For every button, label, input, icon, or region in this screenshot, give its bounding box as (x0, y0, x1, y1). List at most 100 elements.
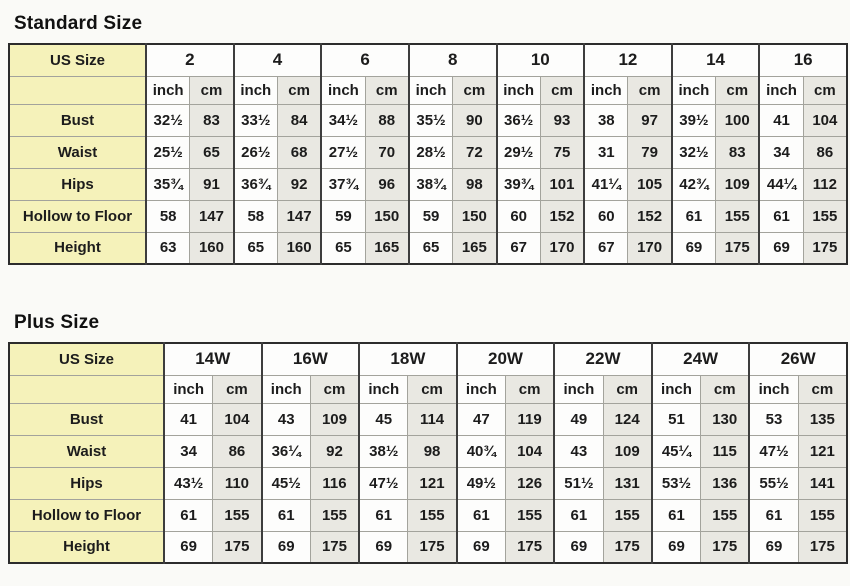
unit-inch-header: inch (358, 374, 409, 404)
standard-size-title: Standard Size (14, 13, 143, 34)
empty-header-cell (8, 75, 147, 105)
size-header: 6 (320, 43, 410, 77)
unit-cm-header: cm (212, 374, 263, 404)
cm-value: 92 (309, 434, 360, 468)
cm-value: 104 (504, 434, 555, 468)
cm-value: 170 (627, 231, 673, 265)
size-header: 18W (358, 342, 458, 376)
cm-value: 92 (276, 167, 322, 201)
row-label: Waist (8, 135, 147, 169)
size-header: 24W (650, 342, 750, 376)
cm-value: 109 (602, 434, 653, 468)
unit-cm-header: cm (602, 374, 653, 404)
cm-value: 121 (407, 466, 458, 500)
cm-value: 86 (212, 434, 263, 468)
cm-value: 135 (797, 402, 848, 436)
unit-cm-header: cm (189, 75, 235, 105)
inch-value: 67 (495, 231, 541, 265)
inch-value: 61 (358, 498, 409, 532)
cm-value: 152 (627, 199, 673, 233)
inch-value: 49½ (455, 466, 506, 500)
inch-value: 61 (670, 199, 717, 233)
unit-inch-header: inch (650, 374, 702, 404)
us-size-header: US Size (8, 342, 165, 376)
cm-value: 136 (700, 466, 750, 500)
unit-inch-header: inch (553, 374, 604, 404)
inch-value: 41¼ (583, 167, 629, 201)
cm-value: 65 (189, 135, 235, 169)
inch-value: 61 (455, 498, 506, 532)
size-header: 26W (748, 342, 848, 376)
unit-cm-header: cm (364, 75, 410, 105)
measurement-row: Waist 25½ 65 26½ 68 27½ 70 28½ 72 29½ 75 31 79 32½ 83 3… (8, 135, 848, 169)
cm-value: 101 (539, 167, 585, 201)
unit-inch-header: inch (748, 374, 799, 404)
size-header: 8 (407, 43, 497, 77)
unit-inch-header: inch (145, 75, 191, 105)
row-label: Hollow to Floor (8, 199, 147, 233)
measurement-row: Hollow to Floor 61 155 61 155 61 155 61 155 61 155… (8, 498, 848, 532)
cm-value: 104 (212, 402, 263, 436)
inch-value: 45½ (260, 466, 311, 500)
inch-value: 39½ (670, 103, 717, 137)
cm-value: 150 (452, 199, 497, 233)
inch-value: 63 (145, 231, 191, 265)
cm-value: 98 (407, 434, 458, 468)
cm-value: 83 (715, 135, 760, 169)
measurement-row: Height 63 160 65 160 65 165 65 165 67 170 67 170 69 17… (8, 231, 848, 265)
standard-size-section: Standard Size US Size 2 4 6 8 10 12 14 16 inch cm i… (8, 0, 850, 265)
inch-value: 32½ (145, 103, 191, 137)
cm-value: 126 (504, 466, 555, 500)
size-header: 16 (758, 43, 848, 77)
cm-value: 112 (802, 167, 848, 201)
cm-value: 165 (452, 231, 497, 265)
inch-value: 28½ (407, 135, 454, 169)
cm-value: 175 (407, 530, 458, 564)
cm-value: 175 (700, 530, 750, 564)
inch-value: 25½ (145, 135, 191, 169)
cm-value: 93 (539, 103, 585, 137)
cm-value: 155 (407, 498, 458, 532)
plus-size-table: US Size 14W 16W 18W 20W 22W 24W 26W inch cm inch cm… (8, 342, 848, 564)
inch-value: 61 (163, 498, 214, 532)
cm-value: 116 (309, 466, 360, 500)
size-header: 10 (495, 43, 585, 77)
unit-header-row: inch cm inch cm inch cm inch cm inch cm inch cm inch… (8, 374, 848, 404)
cm-value: 130 (700, 402, 750, 436)
measurement-row: Hips 35¾ 91 36¾ 92 37¾ 96 38¾ 98 39¾ 101 41¼ 105 42¾ 1… (8, 167, 848, 201)
cm-value: 175 (212, 530, 263, 564)
inch-value: 49 (553, 402, 604, 436)
plus-size-title: Plus Size (14, 312, 100, 333)
cm-value: 124 (602, 402, 653, 436)
cm-value: 155 (802, 199, 848, 233)
cm-value: 105 (627, 167, 673, 201)
cm-value: 100 (715, 103, 760, 137)
measurement-row: Hips 43½ 110 45½ 116 47½ 121 49½ 126 51½ 131 53½ 136… (8, 466, 848, 500)
cm-value: 91 (189, 167, 235, 201)
unit-cm-header: cm (700, 374, 750, 404)
cm-value: 155 (309, 498, 360, 532)
cm-value: 109 (309, 402, 360, 436)
inch-value: 58 (145, 199, 191, 233)
plus-size-section: Plus Size US Size 14W 16W 18W 20W 22W 24W 26W in… (8, 265, 850, 564)
empty-header-cell (8, 374, 165, 404)
cm-value: 98 (452, 167, 497, 201)
inch-value: 36¼ (260, 434, 311, 468)
inch-value: 36¾ (232, 167, 278, 201)
inch-value: 58 (232, 199, 278, 233)
row-label: Hips (8, 167, 147, 201)
inch-value: 61 (650, 498, 702, 532)
unit-inch-header: inch (320, 75, 366, 105)
row-label: Bust (8, 402, 165, 436)
unit-cm-header: cm (797, 374, 848, 404)
unit-inch-header: inch (495, 75, 541, 105)
unit-inch-header: inch (583, 75, 629, 105)
cm-value: 160 (276, 231, 322, 265)
inch-value: 29½ (495, 135, 541, 169)
cm-value: 155 (602, 498, 653, 532)
unit-inch-header: inch (407, 75, 454, 105)
cm-value: 131 (602, 466, 653, 500)
cm-value: 175 (797, 530, 848, 564)
cm-value: 104 (802, 103, 848, 137)
unit-cm-header: cm (407, 374, 458, 404)
